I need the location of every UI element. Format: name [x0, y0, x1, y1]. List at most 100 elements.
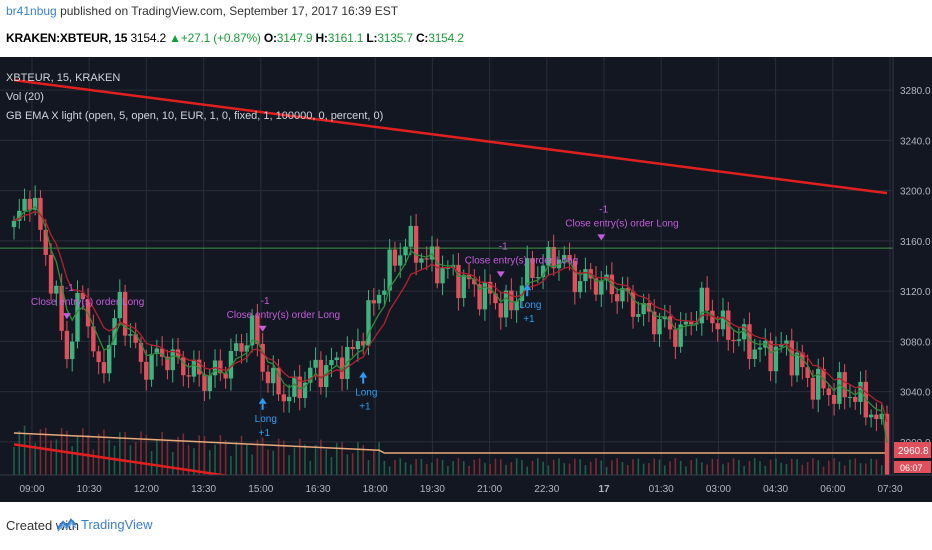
volume-bar	[589, 461, 592, 475]
candle-body	[223, 373, 228, 379]
volume-bar	[849, 459, 851, 475]
candle-body	[149, 353, 154, 380]
candle-body	[350, 346, 355, 350]
candle-body	[435, 246, 440, 284]
volume-bar	[727, 462, 730, 475]
candle-body	[80, 292, 85, 299]
time-axis[interactable]: 09:00 10:30 12:00 13:30 15:00 16:30 18:00 19:30…	[0, 474, 932, 502]
candle-body	[816, 368, 821, 400]
volume-bar	[187, 444, 190, 475]
candle-body	[593, 278, 599, 295]
candle-body	[503, 290, 509, 318]
time-tick-label: 22:30	[534, 484, 559, 495]
candle-body	[186, 375, 191, 377]
author-link[interactable]: br41nbug	[6, 4, 57, 18]
candle-body	[752, 349, 757, 360]
volume-bar	[753, 458, 756, 475]
volume-bar	[552, 459, 555, 475]
candle-body	[583, 269, 588, 282]
volume-bar	[870, 458, 872, 475]
volume-bar	[304, 444, 306, 475]
tradingview-logo[interactable]: TradingView	[57, 517, 153, 532]
volume-bar	[828, 460, 830, 475]
volume-bar	[563, 463, 566, 475]
up-arrow-icon: ▲	[169, 31, 181, 45]
candle-body	[112, 318, 117, 346]
volume-bar	[542, 461, 544, 475]
volume-bar	[732, 458, 735, 475]
candle-body	[794, 352, 800, 376]
volume-bar	[124, 431, 126, 475]
volume-bar	[716, 458, 719, 475]
volume-bar	[341, 441, 343, 475]
candle-body	[265, 371, 271, 384]
price-tick-label: 3200.0	[900, 187, 931, 198]
time-tick-label: 10:30	[77, 484, 102, 495]
volume-bar	[367, 460, 370, 475]
candle-body	[70, 341, 75, 360]
volume-bar	[690, 460, 693, 475]
volume-bar	[29, 435, 31, 475]
candle-body	[339, 357, 345, 380]
close-label: C:	[415, 31, 429, 45]
volume-bar	[701, 462, 703, 475]
volume-bar	[531, 460, 534, 475]
candle-body	[117, 291, 123, 319]
candle-body	[260, 343, 265, 372]
candle-body	[96, 351, 101, 363]
volume-bar	[288, 455, 290, 475]
candle-body	[170, 349, 175, 371]
candle-body	[403, 246, 408, 256]
volume-bar	[489, 464, 491, 475]
signal-qty: +1	[259, 428, 271, 439]
volume-bar	[103, 429, 105, 475]
volume-bar	[484, 462, 486, 475]
volume-bar	[140, 431, 142, 475]
legend-volume: Vol (20)	[6, 91, 44, 103]
volume-bar	[208, 450, 211, 475]
time-tick-label: 01:30	[649, 484, 674, 495]
down-arrow-icon	[258, 325, 267, 332]
trendline-upper	[13, 78, 888, 195]
candle-body	[683, 321, 689, 325]
volume-bar	[706, 464, 708, 475]
candle-body	[297, 376, 302, 399]
volume-bar	[833, 458, 835, 475]
volume-bar	[193, 448, 195, 475]
candle-body	[641, 303, 646, 315]
chart-legend: XBTEUR, 15, KRAKEN Vol (20) GB EMA X lig…	[6, 72, 383, 122]
candle-body	[652, 311, 657, 335]
candle-body	[710, 310, 715, 324]
up-arrow-icon	[359, 371, 368, 378]
tradingview-logo-icon	[57, 517, 77, 531]
price-chart[interactable]: Close entry(s) order Long -1 Close entry(s…	[0, 57, 932, 502]
candle-body	[175, 349, 181, 358]
volume-bar	[76, 436, 79, 475]
candle-body	[191, 359, 197, 377]
low-label: L:	[366, 31, 378, 45]
candle-body	[487, 281, 493, 294]
candle-body	[535, 277, 540, 279]
volume-bar	[346, 454, 349, 475]
volume-bar	[44, 427, 47, 475]
candle-body	[614, 294, 620, 302]
candle-body	[271, 367, 276, 384]
candle-body	[768, 340, 773, 372]
time-tick-label: 17	[598, 484, 610, 495]
signal-long-label: Long	[519, 300, 541, 311]
volume-bar	[685, 466, 687, 475]
volume-bar	[452, 461, 454, 475]
time-tag	[894, 461, 931, 473]
volume-bar	[499, 459, 502, 475]
candle-body	[355, 341, 361, 350]
candle-body	[461, 274, 466, 299]
volume-bar	[420, 458, 423, 475]
volume-bar	[642, 463, 645, 475]
volume-bar	[537, 458, 539, 475]
signal-qty: +1	[523, 314, 535, 325]
volume-bar	[759, 461, 761, 475]
volume-bar	[431, 462, 433, 475]
candle-body	[562, 255, 567, 260]
price-axis[interactable]: 3280.0 3240.0 3200.0 3160.0 3120.0 3080.0 3040…	[892, 57, 932, 502]
candle-body	[493, 293, 498, 304]
